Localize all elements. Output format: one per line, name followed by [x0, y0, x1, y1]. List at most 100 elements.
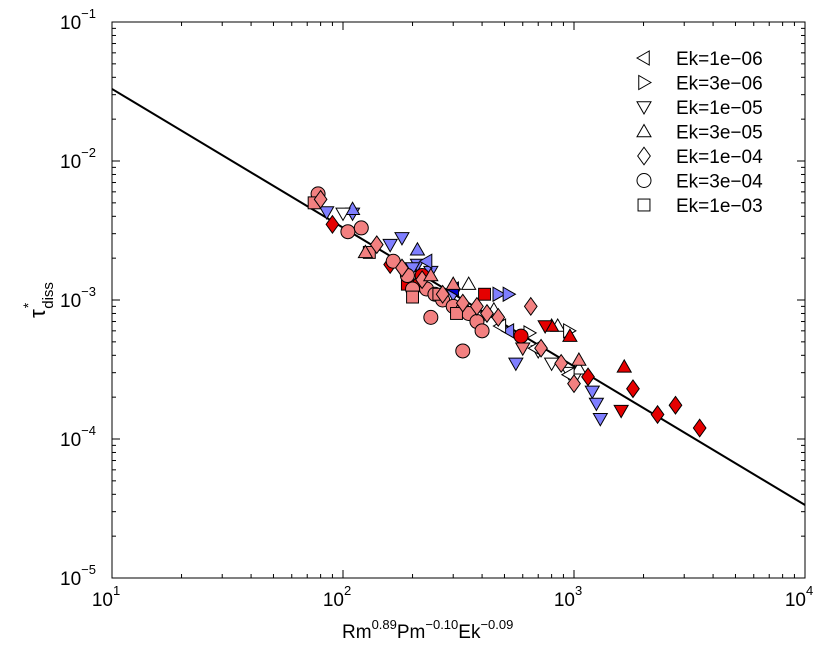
- fit-line: [111, 88, 806, 506]
- legend-label: Ek=1e−03: [676, 196, 763, 217]
- x-axis-label-term: Pm: [397, 622, 426, 643]
- data-point-diamond: [554, 353, 569, 373]
- data-point-circle: [423, 309, 439, 325]
- data-point-triangle-down: [394, 232, 410, 246]
- data-point-diamond: [435, 284, 450, 304]
- data-point-triangle-down: [507, 357, 524, 372]
- data-point-diamond: [626, 379, 640, 399]
- data-point-diamond: [668, 395, 683, 415]
- y-axis-label-group: τ* diss: [20, 282, 57, 318]
- data-point-triangle-left: [500, 322, 515, 339]
- data-point-triangle-down: [592, 412, 609, 427]
- data-point-triangle-up: [445, 276, 462, 290]
- legend-label: Ek=1e−06: [676, 49, 763, 70]
- y-tick-label-exp: −5: [81, 562, 96, 577]
- x-tick-label: 103: [554, 583, 582, 611]
- data-point-triangle-down: [613, 404, 630, 419]
- y-tick-label-base: 10: [60, 152, 81, 173]
- y-axis-label: τ* diss: [20, 282, 57, 318]
- data-point-diamond: [470, 296, 484, 316]
- data-point-diamond: [650, 404, 665, 425]
- x-axis-label: Rm0.89Pm−0.10Ek−0.09: [342, 617, 513, 643]
- data-point-diamond: [395, 258, 409, 278]
- data-point-diamond: [692, 418, 707, 438]
- x-tick-label-base: 10: [785, 590, 806, 611]
- x-tick-label-exp: 2: [344, 583, 351, 598]
- legend-label: Ek=3e−05: [676, 123, 763, 144]
- y-tick-label: 10−1: [60, 6, 96, 34]
- data-point-square: [450, 307, 463, 320]
- x-tick-label: 102: [323, 583, 351, 611]
- legend-marker-square: [637, 198, 651, 212]
- x-tick-label-base: 10: [323, 590, 344, 611]
- legend-marker-triangle-right: [638, 74, 653, 91]
- data-point-triangle-up: [409, 241, 426, 256]
- axis-ticks: [111, 22, 805, 579]
- data-point-triangle-right: [492, 286, 507, 303]
- data-point-circle: [474, 323, 490, 339]
- x-tick-label-base: 10: [554, 590, 575, 611]
- data-point-triangle-up: [571, 352, 587, 366]
- data-point-triangle-up: [422, 267, 439, 282]
- x-axis-label-term: Rm: [342, 622, 372, 643]
- y-tick-label: 10−5: [60, 562, 96, 590]
- data-point-triangle-down: [382, 238, 399, 253]
- data-point-triangle-down: [335, 207, 351, 222]
- data-point-diamond: [325, 214, 340, 234]
- x-axis-label-term: Ek: [458, 622, 481, 643]
- y-axis-label-sub: diss: [40, 282, 57, 309]
- data-point-circle: [353, 220, 369, 236]
- legend-marker-triangle-down: [636, 101, 652, 116]
- fit-line-layer: [111, 88, 806, 506]
- y-tick-label: 10−3: [60, 284, 96, 312]
- legend-label: Ek=3e−06: [676, 74, 763, 95]
- data-point-diamond: [313, 189, 328, 209]
- data-points: [307, 186, 707, 438]
- x-tick-label-exp: 3: [575, 583, 582, 598]
- data-point-triangle-down: [584, 385, 601, 400]
- data-point-triangle-up: [357, 244, 374, 259]
- data-point-triangle-down: [537, 320, 554, 335]
- x-tick-label-exp: 1: [113, 583, 120, 598]
- x-tick-label-exp: 4: [806, 583, 813, 598]
- data-point-triangle-right: [502, 286, 517, 303]
- legend-label: Ek=1e−04: [676, 147, 763, 168]
- data-point-diamond: [491, 307, 506, 327]
- x-axis-label-exponent: 0.89: [372, 617, 397, 632]
- legend-marker-triangle-up: [636, 123, 652, 138]
- legend-label: Ek=3e−04: [676, 172, 763, 193]
- x-axis-label-exponent: −0.10: [425, 617, 458, 632]
- data-point-diamond: [480, 303, 494, 324]
- data-point-triangle-up: [571, 360, 587, 375]
- y-tick-label-base: 10: [60, 569, 81, 590]
- y-tick-label-exp: −4: [81, 423, 96, 438]
- x-tick-label: 104: [785, 583, 813, 611]
- legend-marker-triangle-left: [635, 50, 650, 66]
- data-point-diamond: [534, 338, 548, 358]
- data-point-square: [406, 290, 419, 304]
- data-point-diamond: [567, 374, 581, 394]
- data-point-triangle-down: [514, 342, 531, 357]
- legend-label: Ek=1e−05: [676, 98, 763, 119]
- legend-marker-circle: [636, 173, 652, 188]
- legend-marker-diamond: [637, 146, 651, 166]
- data-point-diamond: [581, 367, 595, 387]
- data-point-circle: [455, 343, 471, 359]
- y-tick-label: 10−2: [60, 145, 96, 173]
- data-point-circle: [513, 328, 529, 344]
- data-point-triangle-up: [460, 276, 477, 290]
- data-point-triangle-up: [616, 358, 633, 373]
- data-point-triangle-left: [418, 253, 433, 270]
- y-tick-label-base: 10: [60, 430, 81, 451]
- legend: Ek=1e−06 Ek=3e−06 Ek=1e−05 Ek=3e−05 Ek=1e−04…: [635, 49, 763, 217]
- y-axis-label-main: τ: [25, 309, 50, 318]
- y-tick-label-exp: −1: [81, 6, 96, 21]
- y-axis-label-sup: *: [20, 302, 36, 308]
- x-tick-label-base: 10: [92, 590, 113, 611]
- data-point-diamond: [369, 235, 384, 255]
- y-tick-label-base: 10: [60, 13, 81, 34]
- data-point-triangle-down: [318, 206, 335, 220]
- y-tick-label-base: 10: [60, 291, 81, 312]
- data-point-circle: [340, 224, 356, 240]
